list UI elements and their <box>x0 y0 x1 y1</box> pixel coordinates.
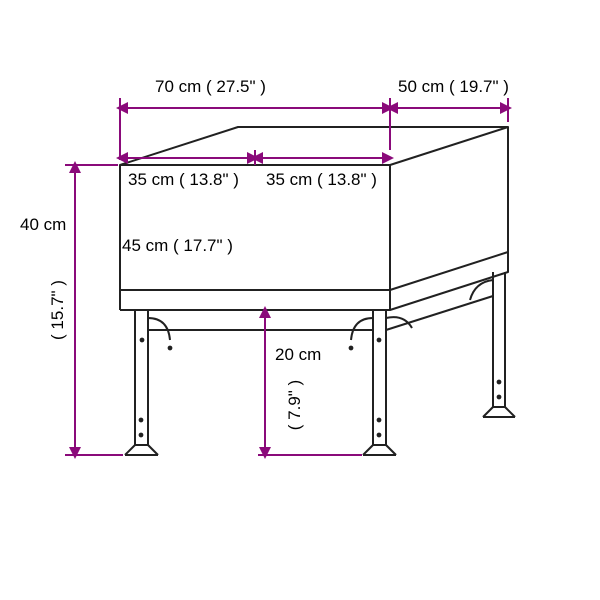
leg-front-left <box>125 310 171 455</box>
leg-front-right <box>350 310 412 455</box>
label-height-40-cm: 40 cm <box>20 215 66 235</box>
label-leg-20-in: ( 7.9" ) <box>285 365 305 445</box>
dimension-diagram <box>0 0 600 600</box>
label-inner-depth-45: 45 cm ( 17.7" ) <box>122 236 233 256</box>
label-leg-20-cm: 20 cm <box>275 345 321 365</box>
label-height-40-in: ( 15.7" ) <box>48 265 68 355</box>
label-depth-50: 50 cm ( 19.7" ) <box>398 77 509 97</box>
label-width-70: 70 cm ( 27.5" ) <box>155 77 266 97</box>
label-half-left-35: 35 cm ( 13.8" ) <box>128 170 239 190</box>
leg-back-right <box>470 272 515 417</box>
label-half-right-35: 35 cm ( 13.8" ) <box>266 170 377 190</box>
